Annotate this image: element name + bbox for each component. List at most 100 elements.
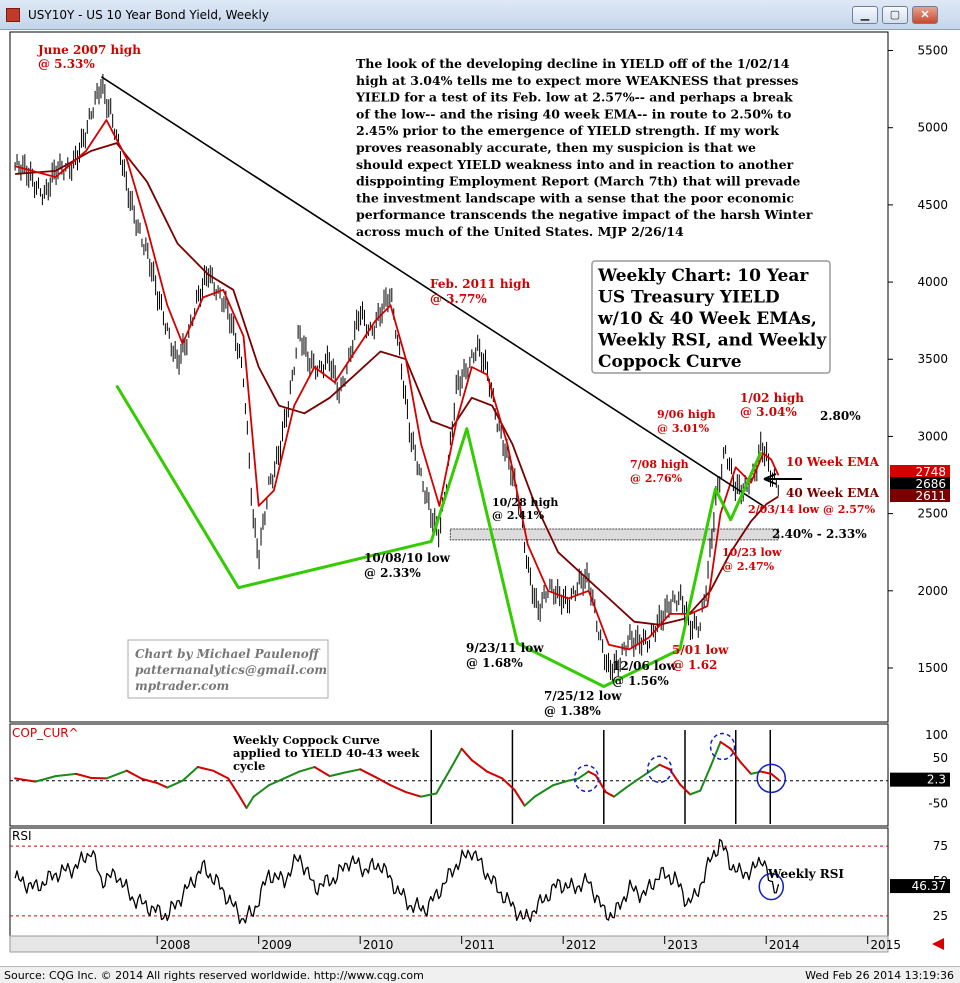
coppock-segment — [594, 774, 607, 794]
annot-low-1008-line-1: @ 2.33% — [364, 566, 421, 580]
commentary-line-6: should expect YIELD weakness into and in… — [356, 157, 794, 172]
coppock-segment — [486, 770, 504, 780]
annot-low-1008-line-0: 10/08/10 low — [364, 551, 451, 565]
commentary-line-10: across much of the United States. MJP 2/… — [356, 224, 684, 239]
rsi-value-tag — [890, 879, 950, 894]
coppock-y-label-0: 100 — [925, 728, 948, 742]
coppock-segment — [283, 770, 301, 780]
annot-low-725-line-1: @ 1.38% — [544, 704, 601, 718]
year-label-5: 2013 — [667, 938, 698, 952]
annot-low-1206-line-0: 12/06 low — [612, 659, 678, 673]
annot-high-906-line-1: @ 3.01% — [657, 422, 710, 435]
commentary-line-9: performance transcends the negative impa… — [356, 207, 813, 222]
year-label-7: 2015 — [870, 938, 901, 952]
year-label-6: 2014 — [769, 938, 800, 952]
coppock-segment — [389, 784, 407, 794]
coppock-segment — [156, 781, 169, 789]
coppock-segment — [699, 766, 712, 792]
annot-low-1023-line-1: @ 2.47% — [722, 560, 775, 573]
price-value-text: 2686 — [915, 477, 946, 491]
commentary-line-4: 2.45% prior to the emergence of YIELD st… — [356, 123, 779, 138]
coppock-segment — [770, 772, 780, 781]
title-box-line-1: US Treasury YIELD — [598, 288, 780, 308]
price-y-label-4: 3500 — [917, 352, 948, 366]
annot-high-2007-line-0: June 2007 high — [37, 43, 141, 57]
coppock-segment — [74, 772, 93, 779]
annot-low-501-line-1: @ 1.62 — [672, 658, 717, 672]
coppock-segment — [34, 775, 57, 783]
coppock-segment — [196, 766, 215, 772]
commentary-line-8: the investment landscape with a sense th… — [356, 190, 794, 205]
coppock-panel-frame — [9, 723, 889, 827]
coppock-dashed-circle-2 — [709, 732, 736, 761]
coppock-segment — [678, 783, 692, 796]
coppock-segment — [689, 789, 702, 796]
rsi-note: Weekly RSI — [767, 867, 844, 881]
ema40-label: 40 Week EMA — [786, 486, 880, 500]
source-text: Source: CQG Inc. © 2014 All rights reser… — [4, 969, 424, 982]
window-title: USY10Y - US 10 Year Bond Yield, Weekly — [28, 8, 269, 22]
ema10-line — [14, 119, 780, 651]
scroll-right-arrow-icon[interactable] — [932, 938, 944, 950]
coppock-segment — [648, 763, 661, 773]
annot-high-1028-line-1: @ 2.41% — [492, 509, 545, 522]
coppock-label: COP_CUR^ — [12, 726, 79, 740]
support-band — [449, 528, 779, 541]
coppock-value-text: 2.3 — [927, 773, 946, 787]
coppock-segment — [533, 784, 555, 798]
annot-high-708-line-1: @ 2.76% — [630, 472, 683, 485]
swing-lines — [115, 384, 763, 688]
commentary-line-3: of the low-- and the rising 40 week EMA-… — [356, 106, 791, 121]
coppock-note-line-1: applied to YIELD 40-43 week — [233, 746, 420, 760]
year-label-1: 2009 — [261, 938, 292, 952]
ema40-line — [15, 142, 779, 626]
price-panel-frame — [9, 31, 889, 723]
price-y-label-7: 2000 — [917, 584, 948, 598]
chart-area[interactable]: 5500 5000 4500 4000 3500 3000 2500 2000 1500 2008… — [0, 30, 960, 966]
coppock-segment — [729, 747, 742, 764]
coppock-segment — [359, 768, 377, 779]
coppock-segment — [313, 766, 331, 778]
datetime-text: Wed Feb 26 2014 13:19:36 — [805, 969, 954, 982]
year-label-0: 2008 — [160, 938, 191, 952]
ema40-value-tag — [890, 489, 950, 502]
rsi-y-label-2: 25 — [933, 909, 948, 923]
credit-line-0: Chart by Michael Paulenoff — [135, 647, 321, 661]
price-bars — [14, 73, 779, 684]
annot-low-1023-line-0: 10/23 low — [722, 546, 782, 559]
coppock-segment — [267, 777, 286, 787]
close-button[interactable]: ✕ — [912, 6, 938, 24]
coppock-segment — [245, 795, 255, 810]
coppock-segment — [105, 769, 128, 780]
coppock-segment — [587, 770, 597, 777]
coppock-segment — [125, 769, 143, 780]
annot-high-2011-line-0: Feb. 2011 high — [430, 277, 530, 291]
maximize-button[interactable]: ▢ — [882, 6, 908, 24]
annot-low-1206-line-1: @ 1.56% — [612, 674, 669, 688]
annot-high-1402-line-0: 1/02 high — [740, 391, 804, 405]
coppock-segment — [739, 761, 752, 775]
ema40-value-text: 2611 — [915, 489, 946, 503]
commentary-line-7: disppointing Employment Report (March 7t… — [356, 174, 800, 189]
coppock-segment — [760, 770, 773, 775]
coppock-segment — [658, 763, 671, 771]
annot-high-2011-line-1: @ 3.77% — [430, 292, 487, 306]
ema10-value-tag — [890, 465, 950, 478]
coppock-circle-0 — [756, 763, 787, 794]
credit-box — [127, 639, 329, 699]
window-titlebar: USY10Y - US 10 Year Bond Yield, Weekly ▁… — [0, 0, 960, 30]
annot-low-725-line-0: 7/25/12 low — [544, 689, 622, 703]
commentary-line-1: high at 3.04% tells me to expect more WE… — [356, 73, 798, 88]
price-y-label-0: 5500 — [917, 44, 948, 58]
ema10-label: 10 Week EMA — [786, 455, 880, 469]
coppock-segment — [625, 777, 641, 789]
year-label-3: 2011 — [464, 938, 495, 952]
minimize-button[interactable]: ▁ — [852, 6, 878, 24]
commentary-line-2: YIELD for a test of its Feb. low at 2.57… — [355, 90, 793, 105]
coppock-segment — [567, 777, 580, 782]
credit-line-2: mptrader.com — [135, 679, 229, 693]
coppock-segment — [435, 766, 453, 795]
annot-high-708-line-0: 7/08 high — [630, 458, 689, 471]
coppock-segment — [552, 779, 570, 787]
rsi-value-text: 46.37 — [912, 879, 946, 893]
